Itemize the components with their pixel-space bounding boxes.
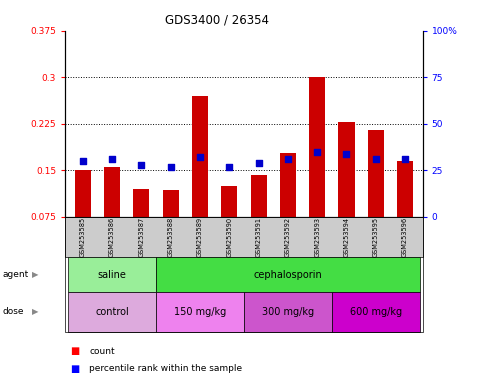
- Text: GSM253586: GSM253586: [109, 217, 115, 257]
- Text: ■: ■: [70, 346, 79, 356]
- Text: ▶: ▶: [31, 270, 38, 279]
- Point: [108, 156, 116, 162]
- Text: GSM253589: GSM253589: [197, 217, 203, 257]
- Text: cephalosporin: cephalosporin: [254, 270, 322, 280]
- Bar: [163, 190, 179, 263]
- Text: percentile rank within the sample: percentile rank within the sample: [89, 364, 242, 373]
- Text: ▶: ▶: [31, 308, 38, 316]
- Text: GSM253595: GSM253595: [373, 217, 379, 257]
- Bar: [221, 186, 237, 263]
- Point: [79, 158, 86, 164]
- Text: count: count: [89, 347, 115, 356]
- Text: ■: ■: [70, 364, 79, 374]
- Text: GSM253585: GSM253585: [80, 217, 86, 257]
- Bar: [133, 189, 149, 263]
- Point: [342, 151, 350, 157]
- Text: 150 mg/kg: 150 mg/kg: [174, 307, 226, 317]
- Text: 300 mg/kg: 300 mg/kg: [262, 307, 314, 317]
- Text: GSM253587: GSM253587: [138, 217, 144, 257]
- Text: GSM253593: GSM253593: [314, 217, 320, 257]
- Text: GSM253594: GSM253594: [343, 217, 350, 257]
- Text: GSM253596: GSM253596: [402, 217, 408, 257]
- Text: 600 mg/kg: 600 mg/kg: [350, 307, 402, 317]
- Point: [226, 164, 233, 170]
- Point: [255, 160, 262, 166]
- Bar: [339, 122, 355, 263]
- Bar: [280, 153, 296, 263]
- Point: [196, 154, 204, 161]
- Bar: [309, 77, 325, 263]
- Point: [313, 149, 321, 155]
- Point: [167, 164, 174, 170]
- Text: dose: dose: [2, 308, 24, 316]
- Point: [372, 156, 380, 162]
- Text: agent: agent: [2, 270, 28, 279]
- Text: control: control: [95, 307, 129, 317]
- Point: [284, 156, 292, 162]
- Bar: [251, 175, 267, 263]
- Bar: [192, 96, 208, 263]
- Text: saline: saline: [98, 270, 127, 280]
- Point: [401, 156, 409, 162]
- Bar: [397, 161, 413, 263]
- Bar: [75, 170, 91, 263]
- Bar: [104, 167, 120, 263]
- Bar: [368, 130, 384, 263]
- Text: GSM253590: GSM253590: [226, 217, 232, 257]
- Text: GSM253591: GSM253591: [256, 217, 262, 257]
- Text: GDS3400 / 26354: GDS3400 / 26354: [165, 13, 270, 26]
- Text: GSM253588: GSM253588: [168, 217, 174, 257]
- Point: [138, 162, 145, 168]
- Text: GSM253592: GSM253592: [285, 217, 291, 257]
